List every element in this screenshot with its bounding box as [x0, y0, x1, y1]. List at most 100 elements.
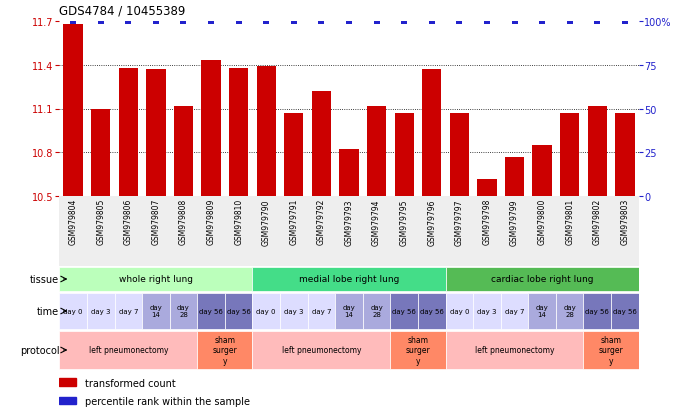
Text: day 56: day 56	[227, 308, 251, 314]
Bar	[59, 331, 198, 369]
Point	[68, 19, 79, 25]
Bar	[533, 146, 551, 197]
Bar	[339, 150, 359, 197]
Text: day
14: day 14	[149, 305, 162, 318]
Bar	[394, 114, 414, 197]
Bar	[367, 106, 386, 197]
Bar	[253, 293, 280, 330]
Text: time: time	[37, 306, 59, 316]
Point	[399, 19, 410, 25]
Text: GSM979803: GSM979803	[621, 199, 630, 245]
Text: GSM979801: GSM979801	[565, 199, 574, 245]
Bar	[445, 267, 639, 292]
Text: GSM979799: GSM979799	[510, 199, 519, 245]
Bar	[147, 70, 165, 197]
Text: day
28: day 28	[370, 305, 383, 318]
Text: GSM979794: GSM979794	[372, 199, 381, 245]
Bar	[500, 293, 528, 330]
Bar	[59, 397, 75, 404]
Text: day 56: day 56	[392, 308, 416, 314]
Bar	[363, 293, 390, 330]
Text: percentile rank within the sample: percentile rank within the sample	[85, 396, 251, 406]
Text: day 0: day 0	[64, 308, 83, 314]
Bar	[284, 114, 304, 197]
Bar	[390, 331, 445, 369]
Text: day 0: day 0	[450, 308, 469, 314]
Bar	[615, 114, 634, 197]
Bar	[445, 293, 473, 330]
Point	[426, 19, 438, 25]
Text: day
28: day 28	[563, 305, 576, 318]
Bar	[390, 293, 418, 330]
Bar	[422, 70, 441, 197]
Text: protocol: protocol	[20, 345, 59, 355]
Text: sham
surger
y: sham surger y	[212, 335, 237, 365]
Point	[537, 19, 548, 25]
Text: left pneumonectomy: left pneumonectomy	[282, 346, 361, 355]
Text: GSM979796: GSM979796	[427, 199, 436, 245]
Bar	[91, 109, 110, 197]
Bar	[202, 61, 221, 197]
Text: GSM979806: GSM979806	[124, 199, 133, 245]
Text: day 56: day 56	[199, 308, 223, 314]
Point	[454, 19, 465, 25]
Point	[178, 19, 189, 25]
Bar	[528, 293, 556, 330]
Text: day
14: day 14	[536, 305, 549, 318]
Bar	[450, 114, 469, 197]
Bar	[611, 293, 639, 330]
Text: GSM979809: GSM979809	[207, 199, 216, 245]
Bar	[312, 92, 331, 197]
Bar	[229, 69, 248, 197]
Text: GSM979790: GSM979790	[262, 199, 271, 245]
Bar	[170, 293, 198, 330]
Text: medial lobe right lung: medial lobe right lung	[299, 275, 399, 284]
Text: sham
surger
y: sham surger y	[406, 335, 431, 365]
Point	[371, 19, 383, 25]
Point	[233, 19, 244, 25]
Bar	[445, 331, 584, 369]
Text: day 3: day 3	[284, 308, 304, 314]
Bar	[253, 331, 390, 369]
Bar	[198, 331, 253, 369]
Bar	[473, 293, 500, 330]
Text: GSM979800: GSM979800	[537, 199, 547, 245]
Point	[288, 19, 299, 25]
Bar	[584, 293, 611, 330]
Text: day
28: day 28	[177, 305, 190, 318]
Point	[482, 19, 493, 25]
Point	[619, 19, 630, 25]
Text: day 3: day 3	[477, 308, 497, 314]
Point	[205, 19, 216, 25]
Text: day 0: day 0	[256, 308, 276, 314]
Text: day 3: day 3	[91, 308, 110, 314]
Bar	[198, 293, 225, 330]
Text: day 7: day 7	[312, 308, 331, 314]
Point	[95, 19, 106, 25]
Text: left pneumonectomy: left pneumonectomy	[89, 346, 168, 355]
Text: GSM979805: GSM979805	[96, 199, 105, 245]
Bar	[257, 67, 276, 197]
Text: GSM979793: GSM979793	[345, 199, 353, 245]
Bar	[560, 114, 579, 197]
Point	[564, 19, 575, 25]
Text: whole right lung: whole right lung	[119, 275, 193, 284]
Bar	[588, 106, 607, 197]
Bar	[119, 69, 138, 197]
Text: transformed count: transformed count	[85, 377, 176, 388]
Bar	[59, 293, 87, 330]
Text: cardiac lobe right lung: cardiac lobe right lung	[491, 275, 593, 284]
Bar	[64, 25, 83, 197]
Text: sham
surger
y: sham surger y	[599, 335, 623, 365]
Text: GSM979795: GSM979795	[400, 199, 408, 245]
Text: GSM979797: GSM979797	[455, 199, 464, 245]
Bar	[505, 157, 524, 197]
Bar	[225, 293, 253, 330]
Text: day
14: day 14	[343, 305, 355, 318]
Bar	[114, 293, 142, 330]
Text: left pneumonectomy: left pneumonectomy	[475, 346, 554, 355]
Point	[343, 19, 355, 25]
Text: GSM979792: GSM979792	[317, 199, 326, 245]
Bar	[280, 293, 308, 330]
Bar	[253, 267, 445, 292]
